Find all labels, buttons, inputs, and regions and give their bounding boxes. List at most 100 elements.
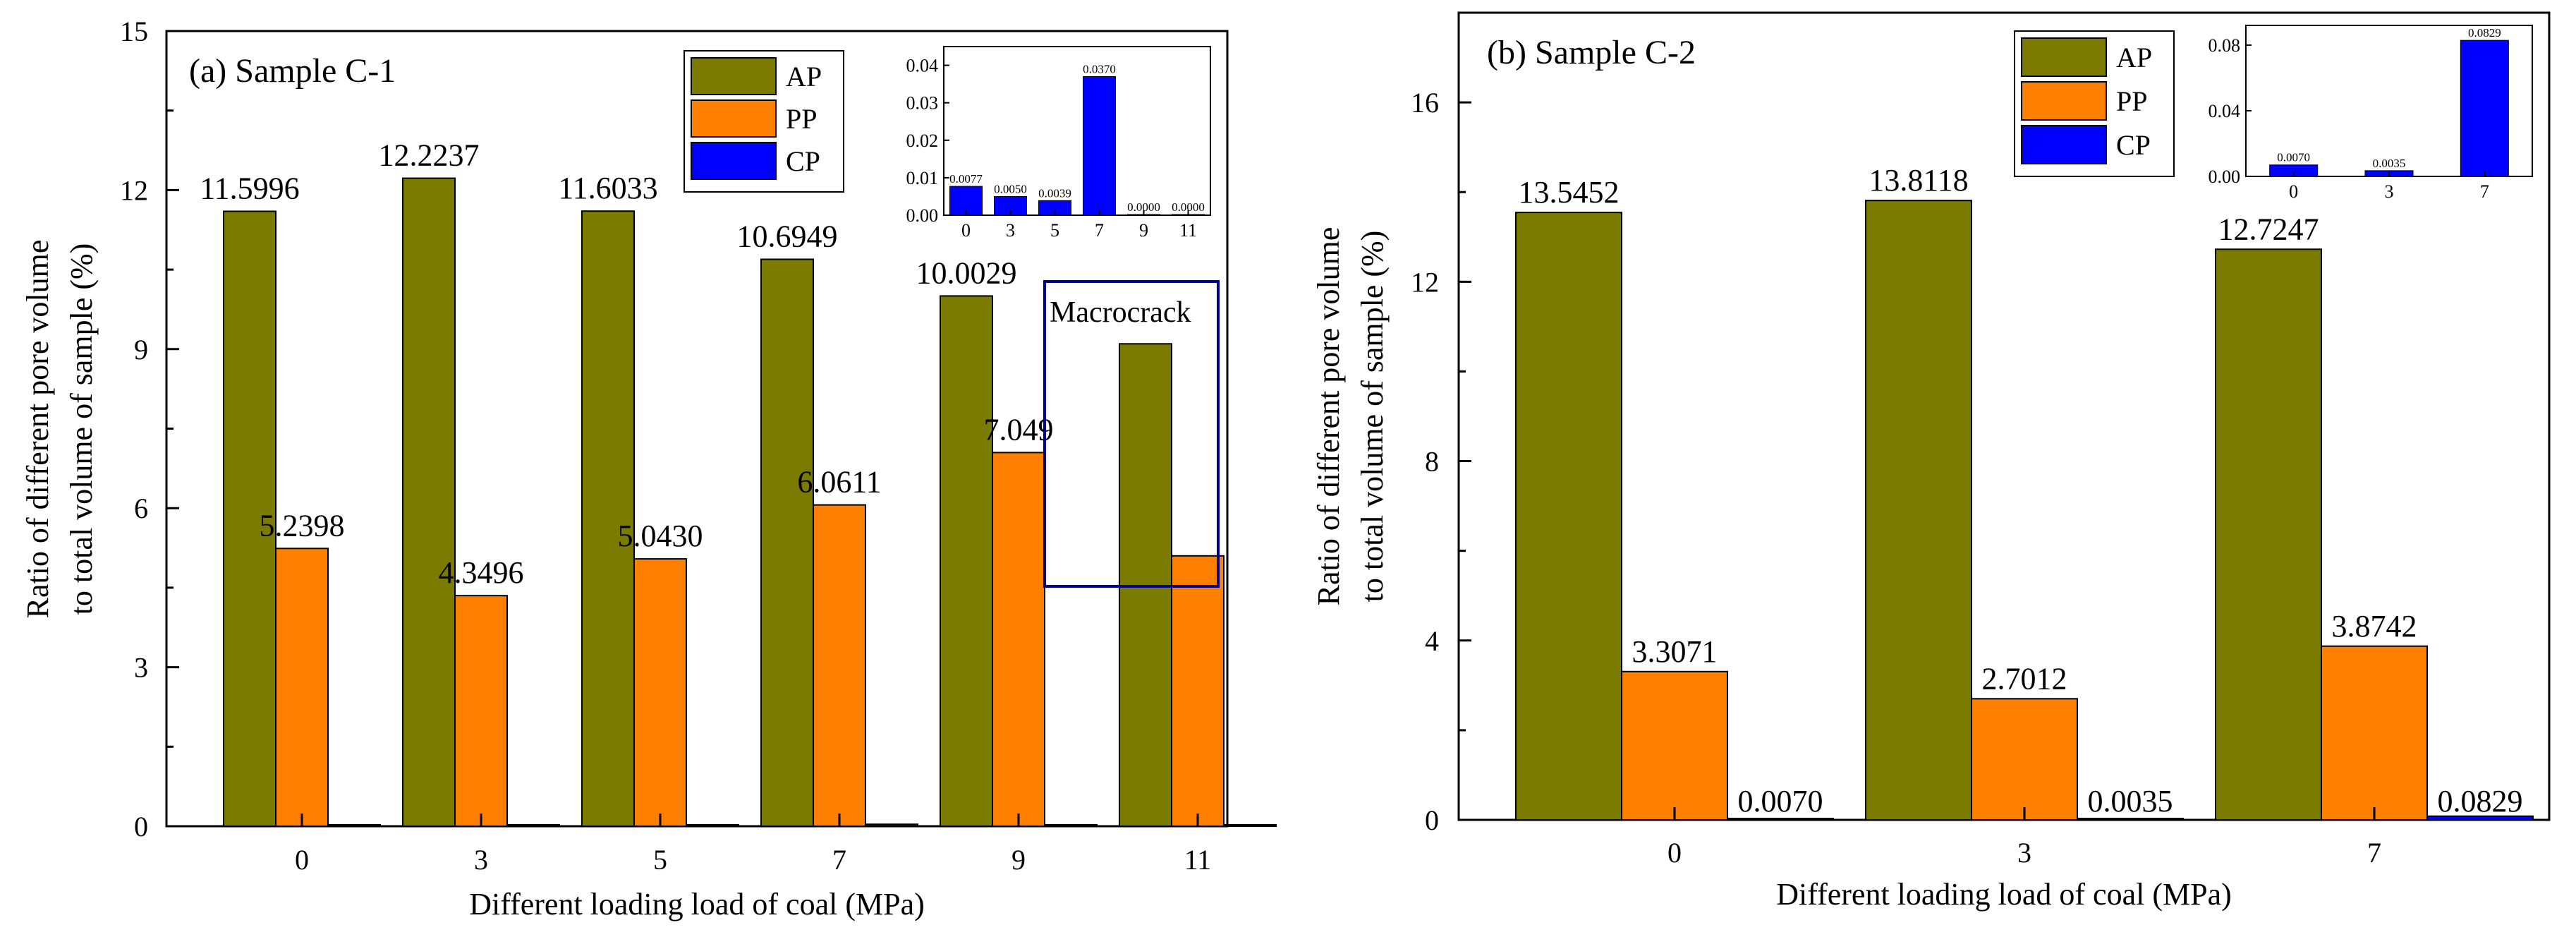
x-axis-title: Different loading load of coal (MPa) [1776,877,2232,912]
legend-swatch-ap [691,57,777,95]
y-tick-label: 0 [134,811,148,842]
y-tick-label: 8 [1425,446,1439,478]
bar-cp-5 [686,824,739,827]
inset-y-tick-label: 0.00 [906,205,939,226]
bar-ap-9 [940,295,993,827]
inset-data-label-3: 0.0050 [994,182,1027,195]
y-axis-title-line2: to total volume of sample (%) [64,243,99,615]
inset-y-tick-label: 0.03 [906,93,939,114]
y-tick-label: 15 [120,16,148,47]
legend-swatch-ap [2021,37,2107,77]
inset-frame [943,46,1211,216]
inset-y-tick-label: 0.04 [2209,101,2241,121]
bar-ap-0 [1515,212,1622,821]
data-label-pp-5: 5.0430 [618,519,703,553]
data-label-pp-0: 3.3071 [1632,634,1718,669]
y-tick-label: 12 [1411,266,1439,298]
inset-y-tick-label: 0.04 [906,56,939,76]
y-tick-label: 4 [1425,625,1439,657]
panel-title: (b) Sample C-2 [1487,34,1696,71]
data-label-pp-7: 6.0611 [797,465,881,500]
bar-pp-11 [1171,555,1225,827]
bar-cp-11 [1223,824,1277,827]
bar-pp-7 [813,504,866,828]
inset-y-tick-label: 0.01 [906,168,939,188]
data-label-pp-3: 2.7012 [1982,661,2067,696]
chart-panel-b: 0 4 8 12 16 13.5452 3.3071 0.0070 0 13.8118 2.7012… [1311,11,2551,912]
legend-swatch-cp [2021,125,2107,164]
inset-data-label-0: 0.0077 [949,172,983,186]
x-tick-label: 0 [295,844,309,876]
bar-cp-7 [865,823,918,828]
macrocrack-box [1043,280,1220,588]
inset-data-label-11: 0.0000 [1172,200,1205,214]
bar-cp-0 [327,824,381,827]
legend-label-cp: CP [2116,129,2151,161]
bar-pp-5 [633,558,687,827]
bar-cp-0 [1727,818,1834,821]
data-label-pp-3: 4.3496 [439,555,524,590]
y-tick-label: 16 [1411,87,1439,119]
inset-x-tick-label: 3 [1006,220,1015,241]
inset-y-tick-label: 0.00 [2209,167,2241,187]
bar-cp-3 [2077,818,2184,821]
legend-swatch-pp [2021,81,2107,121]
inset-data-label-7: 0.0370 [1083,62,1116,75]
bar-pp-0 [275,548,329,827]
panel-title: (a) Sample C-1 [189,52,396,90]
bar-cp-3 [506,824,560,827]
inset-y-tick-label: 0.02 [906,131,939,151]
legend-label-ap: AP [2116,42,2152,73]
inset-x-tick-label: 11 [1179,220,1197,241]
y-axis-title-line2: to total volume of sample (%) [1355,231,1390,603]
x-tick-label: 3 [474,844,488,876]
y-axis-title-line1: Ratio of different pore volume [20,240,55,619]
inset-data-label-9: 0.0000 [1127,200,1160,214]
x-tick-label: 0 [1667,837,1682,869]
data-label-ap-9: 10.0029 [916,255,1017,290]
data-label-ap-3: 12.2237 [379,138,480,173]
y-axis-title-line1: Ratio of different pore volume [1311,227,1346,606]
legend-label-cp: CP [786,145,820,177]
bar-pp-3 [454,595,508,828]
macrocrack-label: Macrocrack [1050,296,1191,329]
x-tick-label: 7 [2367,837,2381,869]
data-label-cp-0: 0.0070 [1738,784,1823,818]
inset-x-tick-label: 7 [2480,181,2489,202]
y-tick-label: 3 [134,652,148,684]
bar-ap-3 [402,177,456,828]
inset-bar-7 [2460,40,2509,177]
data-label-pp-0: 5.2398 [260,508,345,543]
data-label-ap-3: 13.8118 [1869,163,1968,198]
data-label-cp-7: 0.0829 [2438,784,2523,818]
inset-bar-7 [1083,75,1116,216]
inset-data-label-3: 0.0035 [2373,157,2406,170]
inset-chart: 0.00 0.01 0.02 0.03 0.04 0.0077 0 0.0050 3 0.0039… [906,35,1222,246]
x-axis-title: Different loading load of coal (MPa) [469,887,925,921]
y-tick-label: 0 [1425,804,1439,836]
data-label-ap-0: 13.5452 [1519,175,1620,210]
legend: AP PP CP [684,50,844,193]
x-tick-label: 3 [2017,837,2031,869]
y-tick-label: 12 [120,174,148,206]
legend-label-pp: PP [2116,85,2148,117]
legend-swatch-pp [691,99,777,138]
data-label-ap-7: 10.6949 [737,219,838,253]
inset-x-tick-label: 5 [1050,220,1059,241]
x-tick-label: 11 [1184,844,1212,876]
data-label-cp-3: 0.0035 [2088,784,2173,818]
inset-data-label-0: 0.0070 [2277,151,2310,164]
bar-pp-3 [1971,698,2078,821]
bar-pp-7 [2321,645,2428,821]
legend-swatch-cp [691,142,777,180]
chart-panel-a: 0 3 6 9 12 15 11.5996 5.2398 0 12.2237 4.3496 3 11.6… [20,16,1277,921]
inset-chart: 0.00 0.04 0.08 0.0070 0 0.0035 3 0.0829 7 [2209,14,2544,207]
x-tick-label: 9 [1011,844,1026,876]
inset-x-tick-label: 0 [961,220,971,241]
inset-x-tick-label: 7 [1095,220,1104,241]
data-label-ap-0: 11.5996 [200,171,299,205]
y-tick-label: 6 [134,492,148,524]
bar-ap-7 [760,258,814,827]
legend-label-ap: AP [786,61,822,92]
